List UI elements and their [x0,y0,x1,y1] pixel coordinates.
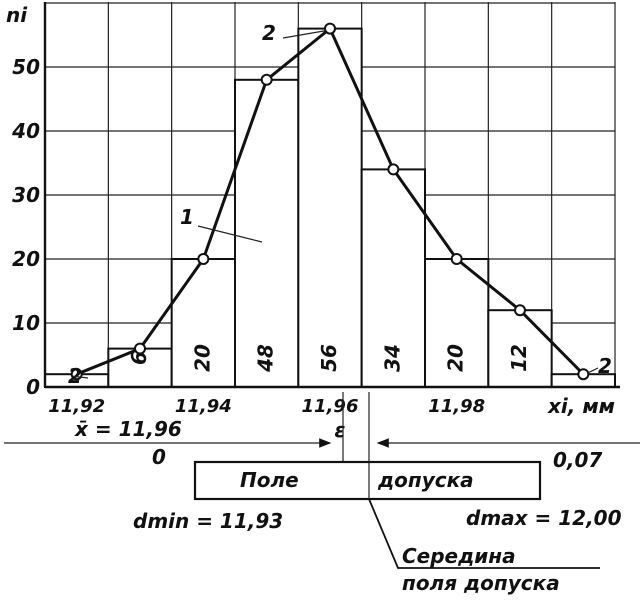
polygon-point [450,253,463,265]
curve-label-leader [197,225,263,243]
dmax-label: dmax = 12,00 [466,506,622,530]
tolerance-field-box [193,460,542,501]
x-tick-label: 11,98 [428,396,485,417]
end-label-right-leader [587,367,599,374]
polygon-point [134,342,146,355]
bar-value-label: 20 [444,344,468,372]
y-tick-label: 0 [26,375,40,399]
middle-label-line2: поля допуска [402,571,560,595]
y-axis-label: ni [6,3,28,27]
y-tick-label: 20 [12,247,40,271]
tolerance-field-label-left: Поле [240,468,299,492]
x-tick-label: 11,92 [48,396,105,417]
polygon-point [387,163,400,176]
y-tick-label: 30 [12,183,40,207]
middle-leader-line [368,498,600,569]
polygon-point [260,73,273,86]
bar-value-label: 56 [317,344,341,372]
middle-label-line1: Середина [402,544,516,568]
zero-label: 0 [152,445,166,469]
y-tick-label: 10 [12,311,40,335]
histogram-bar [170,258,237,388]
bar-value-label: 20 [190,344,214,372]
polygon-point [197,253,210,265]
epsilon-label: ε [334,418,345,442]
bar-value-label: 34 [380,344,404,372]
x-tick-label: 11,96 [302,396,359,417]
histogram-bar [234,78,300,389]
x-tick-label: 11,94 [175,396,232,417]
y-tick-label: 40 [11,119,40,143]
polygon-point [324,22,336,35]
tolerance-field-label-right: допуска [377,468,474,492]
bar-value-label: 48 [254,344,278,373]
histogram-bar [424,258,490,388]
histogram-bar [487,309,553,389]
y-tick-label: 50 [12,55,40,79]
bar-value-label: 12 [507,344,531,372]
dmin-label: dmin = 11,93 [133,509,283,533]
histogram-bar [360,168,426,388]
bar-value-label: 6 [127,351,151,365]
histogram-bar [297,27,363,388]
polygon-point [577,368,590,381]
mean-label: x̄ = 11,96 [74,417,182,441]
polygon-point [514,304,526,317]
tolerance-width-label: 0,07 [553,448,602,472]
end-label-top: 2 [262,21,276,45]
end-label-left-leader [72,375,89,379]
end-label-right: 2 [598,354,612,378]
end-label-top-leader [282,30,327,39]
x-axis-label: xi, мм [547,394,615,418]
curve-label: 1 [180,205,194,229]
